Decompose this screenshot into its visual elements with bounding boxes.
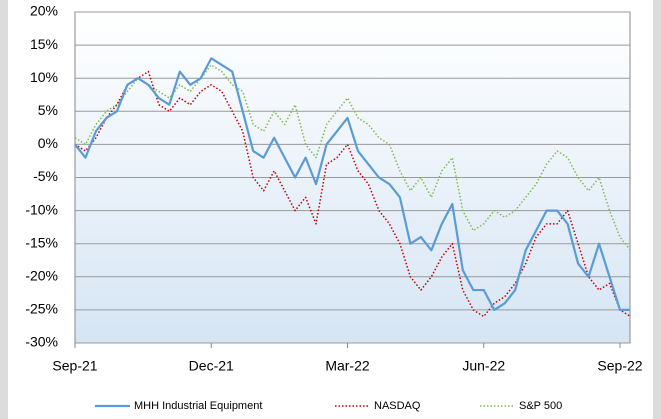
series-line xyxy=(74,70,631,318)
series-line xyxy=(74,64,632,251)
y-tick-label: -30% xyxy=(25,334,58,350)
x-tick-label: Mar-22 xyxy=(325,358,370,374)
x-tick-label: Dec-21 xyxy=(189,358,234,374)
x-tick-label: Sep-21 xyxy=(52,358,97,374)
y-tick-label: 10% xyxy=(30,69,58,85)
y-tick-label: -5% xyxy=(33,168,58,184)
y-tick-label: -10% xyxy=(25,201,58,217)
x-tick-label: Jun-22 xyxy=(462,358,505,374)
y-tick-label: -25% xyxy=(25,301,58,317)
y-tick-label: -15% xyxy=(25,234,58,250)
series-line xyxy=(74,57,631,311)
y-tick-label: 0% xyxy=(38,135,58,151)
y-tick-label: -20% xyxy=(25,268,58,284)
y-tick-label: 5% xyxy=(38,102,58,118)
legend-label: MHH Industrial Equipment xyxy=(134,400,262,412)
y-tick-label: 20% xyxy=(30,3,58,19)
x-tick-label: Sep-22 xyxy=(597,358,642,374)
legend-label: S&P 500 xyxy=(519,400,562,412)
y-tick-label: 15% xyxy=(30,36,58,52)
legend-label: NASDAQ xyxy=(374,400,421,412)
